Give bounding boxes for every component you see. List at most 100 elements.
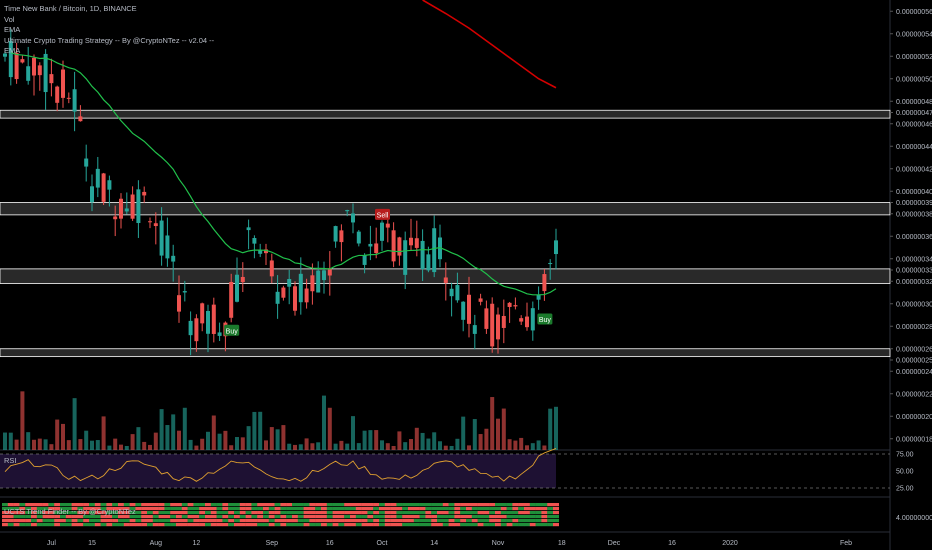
trend-cell <box>54 523 61 527</box>
candle-body <box>536 294 541 300</box>
volume-bar <box>345 443 350 450</box>
trend-cell <box>500 511 507 515</box>
trend-cell <box>19 511 26 515</box>
sell-signal: Sell <box>375 208 390 220</box>
trend-cell <box>158 515 165 519</box>
trend-cell <box>408 507 414 511</box>
candle-body <box>380 222 384 241</box>
candle <box>478 293 483 306</box>
candle <box>194 314 199 352</box>
trend-cell <box>390 515 397 519</box>
candle <box>49 58 54 97</box>
trend-cell <box>379 515 385 519</box>
trend-cell <box>326 523 333 527</box>
trend-cell <box>280 503 287 507</box>
trend-cell <box>222 515 229 519</box>
trend-cell <box>483 523 490 527</box>
trend-cell <box>228 511 235 515</box>
candle-body <box>252 238 257 244</box>
trend-cell <box>321 503 327 507</box>
volume-bar <box>298 444 303 450</box>
trend-cell <box>152 519 159 523</box>
symbol-title: Time New Bank / Bitcoin, 1D, BINANCE <box>4 4 137 13</box>
trend-cell <box>141 507 148 511</box>
trend-cell <box>297 503 304 507</box>
trend-cell <box>361 507 368 511</box>
trend-cell <box>402 519 409 523</box>
candle-body <box>84 158 89 167</box>
trend-cell <box>216 511 223 515</box>
trend-cell <box>31 503 37 507</box>
trend-cell <box>419 507 426 511</box>
trend-cell <box>460 519 467 523</box>
volume-bar <box>90 440 94 450</box>
candle-body <box>339 230 344 243</box>
candle-body <box>496 314 500 340</box>
trend-cell <box>100 515 107 519</box>
trend-cell <box>2 511 8 515</box>
trend-cell <box>112 503 119 507</box>
trend-cell <box>54 511 61 515</box>
trend-cell <box>506 503 513 507</box>
trend-cell <box>216 523 223 527</box>
candle <box>32 54 36 96</box>
volume-bar <box>153 432 158 450</box>
trend-cell <box>257 503 264 507</box>
trend-cell <box>309 523 316 527</box>
volume-bar <box>472 419 477 450</box>
trend-cell <box>413 507 420 511</box>
candle-body <box>525 316 529 328</box>
trend-cell <box>19 519 26 523</box>
trend-cell <box>396 503 403 507</box>
trend-cell <box>437 523 443 527</box>
candle-body <box>235 274 239 302</box>
trend-cell <box>437 519 443 523</box>
trend-cell <box>495 515 501 519</box>
candle-body <box>443 277 448 283</box>
candle <box>409 218 413 250</box>
candle-body <box>3 53 7 57</box>
trend-cell <box>193 523 200 527</box>
trend-cell <box>205 503 211 507</box>
sr-zone <box>0 109 891 119</box>
trend-cell <box>129 523 136 527</box>
trend-cell <box>239 503 246 507</box>
candle-body <box>385 223 390 228</box>
signal-tag <box>375 208 390 220</box>
trend-cell <box>152 507 159 511</box>
trend-cell <box>123 515 130 519</box>
trend-cell <box>512 519 519 523</box>
legend-ema-2: EMA <box>4 46 21 55</box>
trend-cell <box>31 523 37 527</box>
trend-cell <box>199 523 206 527</box>
trend-cell <box>25 523 32 527</box>
trend-cell <box>170 503 177 507</box>
trend-cell <box>350 507 356 511</box>
trend-cell <box>25 507 32 511</box>
trend-cell <box>65 511 72 515</box>
volume-bar <box>229 445 234 450</box>
trend-cell <box>338 515 345 519</box>
trend-cell <box>321 519 327 523</box>
trend-cell <box>321 515 327 519</box>
trend-cell <box>234 503 240 507</box>
signal-label: Buy <box>539 317 552 324</box>
trend-cell <box>158 519 165 523</box>
volume-bar <box>525 445 529 450</box>
trend-cell <box>286 503 293 507</box>
trend-cell <box>89 523 95 527</box>
trend-cell <box>77 523 84 527</box>
volume-bar <box>171 414 176 450</box>
trend-cell <box>7 519 14 523</box>
buy-signal: Buy <box>224 324 240 336</box>
candle <box>380 220 384 251</box>
volume-bar <box>554 406 558 450</box>
trend-cell <box>19 523 26 527</box>
candle <box>455 272 460 303</box>
trend-cell <box>553 523 559 527</box>
volume-bar <box>310 443 315 450</box>
trend-cell <box>77 511 84 515</box>
trend-cell <box>280 511 287 515</box>
candle-body <box>368 243 373 247</box>
